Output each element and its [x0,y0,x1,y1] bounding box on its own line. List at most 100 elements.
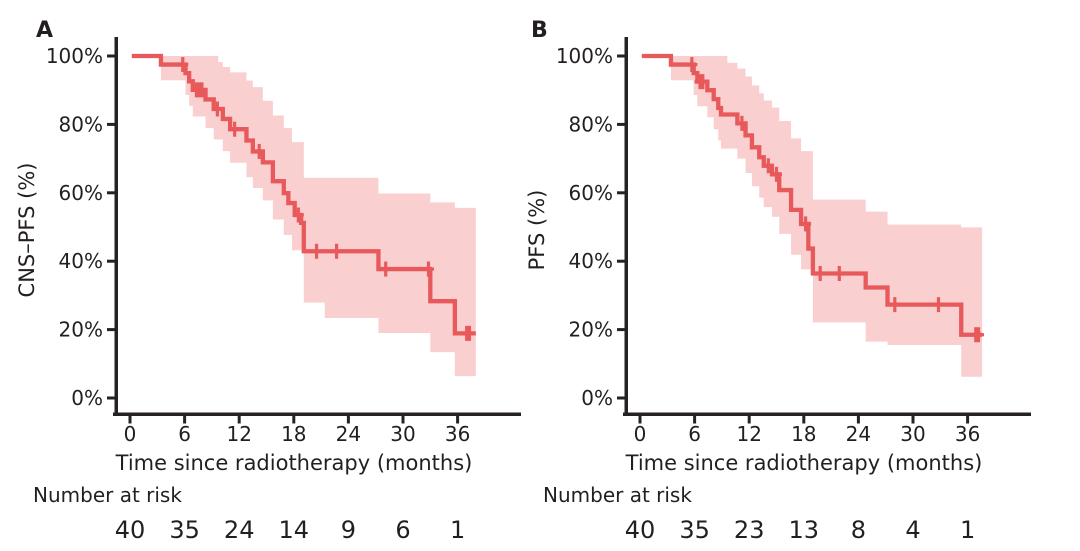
y-tick-label: 0% [581,386,613,410]
censor-mark [463,325,475,341]
x-tick-label: 18 [281,422,306,446]
y-tick [107,54,115,58]
number-at-risk-value: 40 [625,516,656,544]
x-tick [237,416,241,424]
y-tick [617,259,625,263]
censor-mark [211,101,223,117]
censor-mark [973,327,985,343]
y-tick-label: 20% [569,318,613,342]
number-at-risk-value: 35 [679,516,710,544]
number-at-risk-value: 40 [115,516,146,544]
number-at-risk-value: 8 [851,516,866,544]
x-axis-line [113,412,521,416]
x-tick [966,416,970,424]
number-at-risk-value: 6 [395,516,410,544]
censor-mark [292,207,304,223]
censor-mark [177,57,189,73]
panel-a-letter: A [36,18,53,43]
y-tick [617,122,625,126]
censor-mark [196,82,208,98]
panel-b-y-axis-title: PFS (%) [525,190,549,271]
censor-mark [932,297,944,313]
y-tick [617,191,625,195]
panel-a-y-axis-title: CNS–PFS (%) [15,163,39,298]
number-at-risk-value: 9 [341,516,356,544]
y-tick-label: 0% [71,386,103,410]
censor-mark [311,243,323,259]
y-tick [617,54,625,58]
y-tick [107,122,115,126]
x-tick-label: 30 [390,422,415,446]
x-tick-label: 18 [791,422,816,446]
censor-mark [686,57,698,73]
y-tick [617,396,625,400]
censor-mark [697,74,709,90]
x-tick [183,416,187,424]
panel-b-number-at-risk-label: Number at risk [543,483,692,507]
censor-mark [800,216,812,232]
x-tick-label: 12 [226,422,251,446]
x-axis-line [623,412,1031,416]
y-tick-label: 60% [59,181,103,205]
x-tick [456,416,460,424]
x-tick-label: 24 [846,422,871,446]
x-tick-label: 0 [634,422,647,446]
x-tick-label: 0 [124,422,137,446]
panel-a-number-at-risk-label: Number at risk [33,483,182,507]
y-tick-label: 80% [569,112,613,136]
x-tick [128,416,132,424]
panel-b-x-axis-title: Time since radiotherapy (months) [625,451,983,475]
y-tick-label: 100% [556,44,613,68]
x-tick-label: 36 [955,422,980,446]
x-tick [911,416,915,424]
censor-mark [762,158,774,174]
censor-mark [229,121,241,137]
panel-a-plot: 100% 80% 60% 40% 20% 0% 0 6 12 18 24 30 36 40 35 24 14 9 6… [46,37,521,544]
number-at-risk-value: 24 [224,516,255,544]
y-tick [617,328,625,332]
y-tick-label: 60% [569,181,613,205]
y-tick [107,259,115,263]
panel-b-plot: 100% 80% 60% 40% 20% 0% 0 6 12 18 24 30 36 40 35 23 13 8 4… [556,37,1031,544]
x-tick [292,416,296,424]
x-tick [802,416,806,424]
x-tick [638,416,642,424]
censor-mark [889,297,901,313]
y-tick [107,396,115,400]
censor-mark [833,266,845,282]
censor-mark [380,261,392,277]
y-tick-label: 40% [59,249,103,273]
y-axis-line [624,37,628,416]
censor-mark [422,261,434,277]
x-tick [346,416,350,424]
number-at-risk-value: 14 [279,516,310,544]
number-at-risk-value: 4 [905,516,920,544]
y-tick [107,191,115,195]
x-tick-label: 12 [736,422,761,446]
y-tick [107,328,115,332]
y-tick-label: 40% [569,249,613,273]
censor-mark [736,115,748,131]
y-tick-label: 80% [59,112,103,136]
x-tick [747,416,751,424]
x-tick-label: 6 [178,422,191,446]
number-at-risk-value: 1 [960,516,975,544]
number-at-risk-value: 35 [169,516,200,544]
x-tick-label: 30 [900,422,925,446]
y-tick-label: 20% [59,318,103,342]
x-tick [401,416,405,424]
panel-b-letter: B [531,18,548,43]
y-tick-label: 100% [46,44,103,68]
censor-mark [331,243,343,259]
censor-mark [771,166,782,182]
x-tick-label: 36 [445,422,470,446]
panel-a-x-axis-title: Time since radiotherapy (months) [115,451,473,475]
y-axis-line [114,37,118,416]
x-tick [856,416,860,424]
censor-mark [814,266,826,282]
confidence-band [160,56,476,377]
number-at-risk-value: 23 [734,516,765,544]
